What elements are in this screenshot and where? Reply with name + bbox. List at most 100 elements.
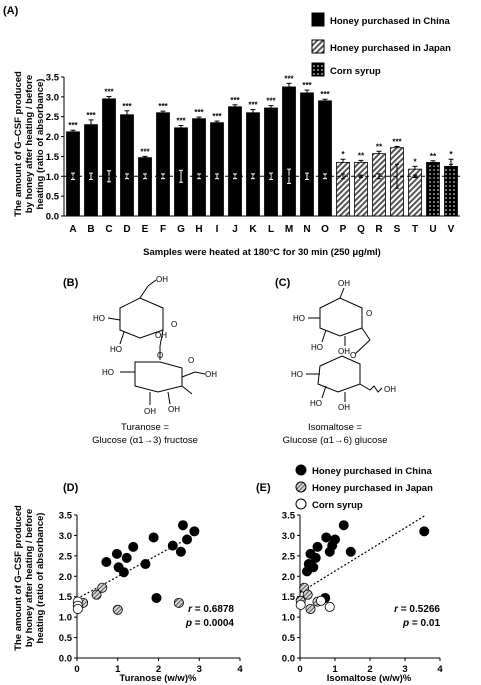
x-tick-label: 0 <box>297 664 302 675</box>
svg-text:OH: OH <box>338 279 350 288</box>
x-axis-title-a: Samples were heated at 180°C for 30 min … <box>143 247 381 258</box>
y-tick-label-a: 2.0 <box>46 132 59 143</box>
x-tick-label-M: M <box>285 224 293 235</box>
legend-label-china: Honey purchased in China <box>330 16 451 27</box>
x-tick-label-Q: Q <box>357 224 365 235</box>
svg-text:HO: HO <box>93 314 105 323</box>
bar-E <box>138 157 152 217</box>
point-china <box>329 534 340 545</box>
point-china <box>175 546 186 557</box>
x-tick-label-A: A <box>69 224 76 235</box>
bar-J <box>228 106 242 217</box>
y-axis-title-a: The amount of G–CSF produced by honey af… <box>13 71 46 217</box>
point-japan <box>305 603 316 614</box>
x-tick-label: 2 <box>156 664 161 675</box>
panel-label-a: (A) <box>3 5 19 17</box>
significance-F: *** <box>158 102 168 111</box>
significance-K: *** <box>248 101 258 110</box>
svg-text:O: O <box>366 309 372 318</box>
svg-text:O: O <box>171 320 177 329</box>
point-japan <box>97 582 108 593</box>
x-tick-label-R: R <box>375 224 383 235</box>
significance-O: *** <box>320 90 330 99</box>
significance-E: *** <box>140 147 150 156</box>
x-tick-label: 0 <box>74 664 79 675</box>
svg-text:OH: OH <box>156 275 168 284</box>
y-tick-label-a: 2.5 <box>46 112 60 123</box>
x-tick-label-I: I <box>216 224 219 235</box>
y-tick-label: 3.5 <box>59 511 73 522</box>
svg-text:O: O <box>350 351 356 360</box>
x-tick-label-E: E <box>142 224 149 235</box>
y-title-line-2: by honey after heating / before <box>24 75 35 213</box>
bar-O <box>318 100 332 217</box>
x-tick-label-S: S <box>394 224 401 235</box>
y-tick-label-a: 0.5 <box>46 192 60 203</box>
y-tick-label: 0.5 <box>282 633 296 644</box>
trendline <box>76 532 198 600</box>
x-tick-label-C: C <box>105 224 112 235</box>
bar-I <box>210 122 224 217</box>
stats-p-e: p = 0.01 <box>402 618 440 629</box>
significance-M: *** <box>284 74 294 83</box>
y-tick-label: 1.0 <box>282 613 295 624</box>
point-china <box>140 559 151 570</box>
significance-J: *** <box>230 96 240 105</box>
significance-G: *** <box>176 116 186 125</box>
point-corn <box>295 599 306 610</box>
bar-K <box>246 112 260 217</box>
turanose-caption-2: Glucose (α1→3) fructose <box>92 435 198 446</box>
y-tick-label: 1.0 <box>59 613 72 624</box>
point-china <box>118 567 129 578</box>
svg-text:OH: OH <box>338 347 350 356</box>
point-china <box>308 562 319 573</box>
point-china <box>312 541 323 552</box>
stats-p-d: p = 0.0004 <box>185 618 235 629</box>
bar-P <box>336 161 350 217</box>
svg-text:HO: HO <box>310 399 322 408</box>
legend-label-corn: Corn syrup <box>330 66 381 77</box>
y-title-d-line-2: by honey after heating / before <box>24 509 35 647</box>
point-corn <box>324 601 335 612</box>
y-tick-label-a: 1.5 <box>46 152 60 163</box>
bar-L <box>264 107 278 217</box>
stats-r-d: r = 0.6878 <box>188 604 234 615</box>
panel-label-b: (B) <box>63 277 79 289</box>
y-title-d-line-1: The amount of G–CSF produced <box>13 505 24 651</box>
scatter-isomaltose: 0.0 0.5 1.0 1.5 2.0 2.5 3.0 3.5 0 1 2 3 4 <box>282 511 444 676</box>
svg-text:HO: HO <box>110 345 122 354</box>
y-tick-label-a: 3.5 <box>46 73 60 84</box>
point-corn <box>72 603 83 614</box>
significance-Q: ** <box>358 151 365 160</box>
svg-text:OH: OH <box>205 370 217 379</box>
point-china <box>310 552 321 563</box>
legend-e-marker-japan <box>295 481 307 493</box>
point-china <box>151 592 162 603</box>
y-tick-label: 0.0 <box>282 654 295 665</box>
significance-S: *** <box>392 138 402 147</box>
x-tick-label-K: K <box>249 224 257 235</box>
x-tick-label-V: V <box>448 224 455 235</box>
point-china <box>101 556 112 567</box>
point-china <box>182 534 193 545</box>
svg-text:OH: OH <box>338 403 350 412</box>
y-tick-label: 2.0 <box>282 572 295 583</box>
y-axis-title-d: The amount of G–CSF produced by honey af… <box>13 505 46 651</box>
y-tick-label: 3.0 <box>282 531 295 542</box>
significance-V: * <box>449 150 453 159</box>
svg-text:O: O <box>188 356 194 365</box>
bar-R <box>372 153 386 217</box>
x-axis-title-d: Turanose (w/w)% <box>120 673 197 684</box>
bar-Q <box>354 161 368 217</box>
point-china <box>167 540 178 551</box>
point-china <box>121 552 132 563</box>
bar-H <box>192 118 206 217</box>
point-japan <box>112 604 123 615</box>
legend-e: Honey purchased in China Honey purchased… <box>295 464 433 511</box>
significance-L: *** <box>266 97 276 106</box>
point-china <box>338 520 349 531</box>
svg-text:OH: OH <box>168 405 180 414</box>
x-tick-label-P: P <box>340 224 347 235</box>
significance-U: ** <box>430 152 437 161</box>
significance-A: *** <box>68 121 78 130</box>
